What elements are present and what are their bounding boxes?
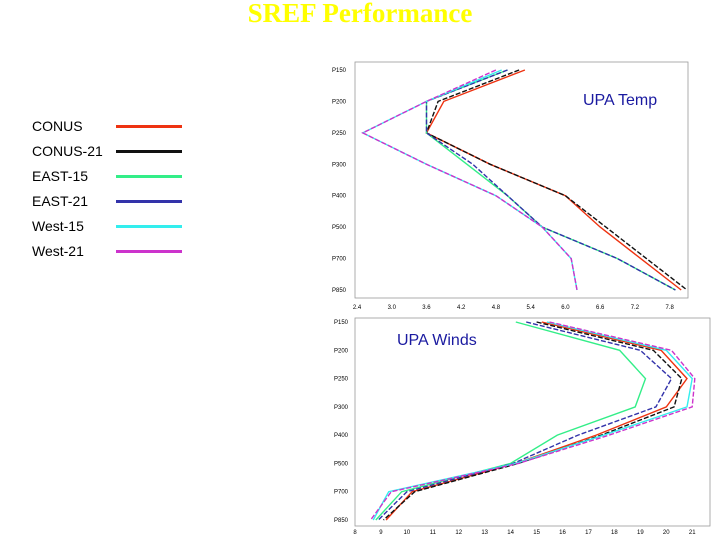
y-tick-label: P400 (334, 433, 349, 439)
plot-frame (354, 317, 711, 527)
legend-item-conus-21: CONUS-21 (30, 139, 190, 164)
chart-title: UPA Temp (583, 92, 657, 109)
x-tick-label: 10 (404, 530, 411, 536)
x-tick-label: 9 (379, 530, 383, 536)
x-tick-label: 7.2 (631, 305, 640, 311)
legend-item-west-15: West-15 (30, 214, 190, 239)
legend-item-east-21: EAST-21 (30, 189, 190, 214)
legend-label: CONUS (32, 118, 83, 134)
y-tick-label: P850 (334, 518, 349, 524)
y-tick-label: P250 (332, 131, 347, 137)
y-tick-label: P200 (332, 99, 347, 105)
legend-swatch (116, 250, 182, 253)
y-tick-label: P150 (334, 320, 349, 326)
y-tick-label: P850 (332, 288, 347, 294)
legend-item-conus: CONUS (30, 114, 190, 139)
x-tick-label: 17 (585, 530, 592, 536)
series-line-west-21 (361, 69, 578, 291)
x-tick-label: 11 (430, 530, 437, 536)
x-tick-label: 4.8 (492, 305, 501, 311)
x-tick-label: 6.6 (596, 305, 605, 311)
series-line-east-15 (375, 321, 647, 521)
y-tick-label: P300 (334, 405, 349, 411)
series-line-conus-21 (425, 69, 688, 291)
y-tick-label: P500 (334, 461, 349, 467)
x-tick-label: 16 (559, 530, 566, 536)
plot-frame (354, 61, 689, 299)
x-tick-label: 8 (353, 530, 357, 536)
legend-swatch (116, 200, 182, 203)
y-tick-label: P400 (332, 194, 347, 200)
x-tick-label: 14 (507, 530, 514, 536)
x-tick-label: 20 (663, 530, 670, 536)
y-tick-label: P700 (334, 490, 349, 496)
legend-label: West-21 (32, 243, 84, 259)
legend-label: EAST-21 (32, 193, 89, 209)
series-line-conus (385, 321, 688, 521)
x-tick-label: 7.8 (665, 305, 674, 311)
x-tick-label: 18 (611, 530, 618, 536)
x-tick-label: 15 (533, 530, 540, 536)
x-tick-label: 6.0 (561, 305, 570, 311)
x-tick-label: 5.4 (527, 305, 536, 311)
y-tick-label: P250 (334, 377, 349, 383)
legend-label: EAST-15 (32, 168, 89, 184)
x-tick-label: 12 (455, 530, 462, 536)
series-line-conus-21 (383, 321, 683, 521)
x-tick-label: 19 (637, 530, 644, 536)
legend-item-west-21: West-21 (30, 239, 190, 264)
legend-label: West-15 (32, 218, 84, 234)
y-tick-label: P200 (334, 348, 349, 354)
legend: CONUS CONUS-21 EAST-15 EAST-21 West-15 W… (30, 114, 190, 264)
legend-swatch (116, 225, 182, 228)
series-line-west-21 (370, 321, 696, 521)
x-tick-label: 21 (689, 530, 696, 536)
x-tick-label: 13 (481, 530, 488, 536)
legend-swatch (116, 125, 182, 128)
legend-item-east-15: EAST-15 (30, 164, 190, 189)
legend-swatch (116, 175, 182, 178)
legend-swatch (116, 150, 182, 153)
series-line-east-21 (425, 69, 676, 291)
legend-label: CONUS-21 (32, 143, 103, 159)
x-tick-label: 3.6 (422, 305, 431, 311)
y-tick-label: P700 (332, 257, 347, 263)
x-tick-label: 4.2 (457, 305, 466, 311)
series-line-east-21 (377, 321, 673, 521)
x-tick-label: 3.0 (388, 305, 397, 311)
slide-title: SREF Performance (247, 0, 473, 28)
y-tick-label: P300 (332, 162, 347, 168)
y-tick-label: P150 (332, 68, 347, 74)
y-tick-label: P500 (332, 225, 347, 231)
x-tick-label: 2.4 (353, 305, 362, 311)
chart-title: UPA Winds (397, 332, 477, 349)
